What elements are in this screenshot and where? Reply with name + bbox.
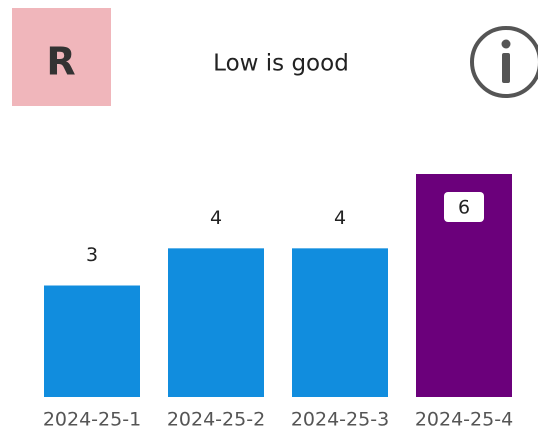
x-tick-label: 2024-25-3 bbox=[291, 409, 389, 431]
info-dot[interactable] bbox=[501, 39, 511, 49]
data-label: 4 bbox=[334, 207, 346, 229]
bar bbox=[168, 248, 264, 397]
badge: R bbox=[46, 40, 75, 84]
badge-box bbox=[12, 8, 111, 106]
info-stem[interactable] bbox=[502, 53, 510, 83]
bar bbox=[44, 285, 140, 397]
data-label: 6 bbox=[458, 197, 470, 219]
x-tick-label: 2024-25-4 bbox=[415, 409, 513, 431]
data-label: 3 bbox=[86, 244, 98, 266]
header: Low is good bbox=[213, 51, 349, 77]
data-label-box bbox=[444, 192, 484, 222]
bar bbox=[292, 248, 388, 397]
x-tick-label: 2024-25-1 bbox=[43, 409, 141, 431]
data-label: 4 bbox=[210, 207, 222, 229]
info-circle[interactable] bbox=[470, 26, 538, 98]
info-icon[interactable] bbox=[470, 26, 538, 98]
x-tick-label: 2024-25-2 bbox=[167, 409, 265, 431]
